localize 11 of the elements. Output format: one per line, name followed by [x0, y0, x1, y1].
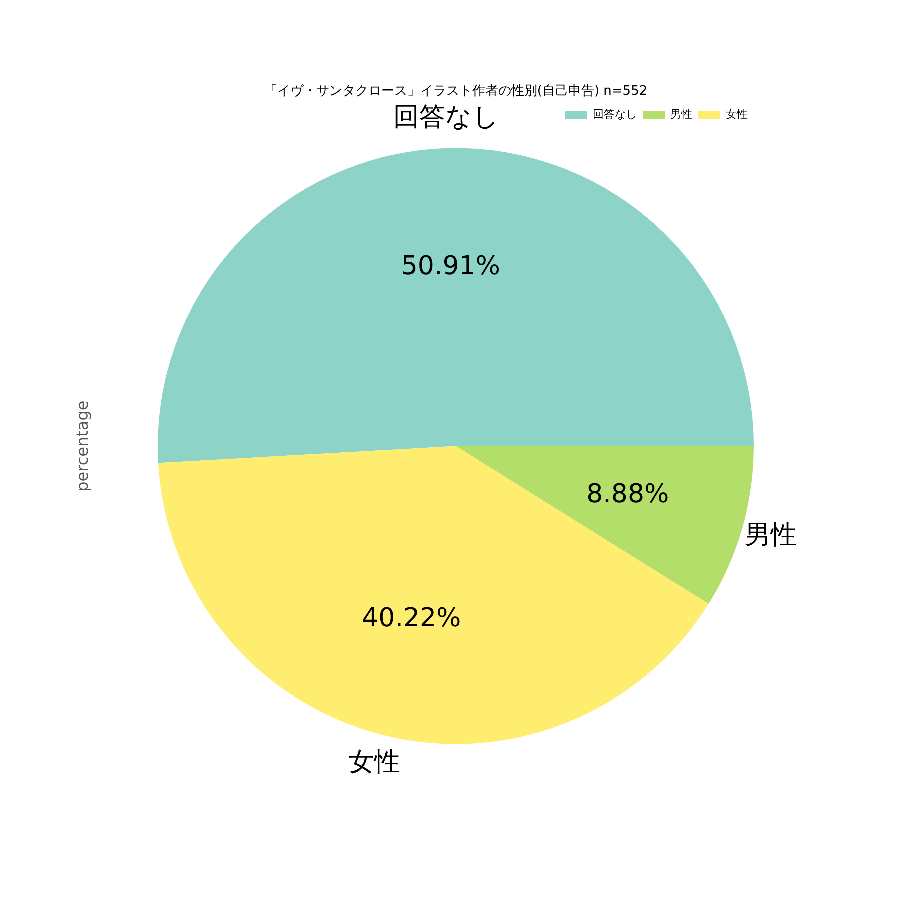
slice-label: 男性 — [745, 520, 798, 550]
legend-label: 男性 — [670, 108, 692, 121]
legend-label: 女性 — [726, 108, 748, 121]
chart-title: 「イヴ・サンタクロース」イラスト作者の性別(自己申告) n=552 — [264, 84, 648, 100]
data-label: 50.91% — [401, 251, 500, 282]
legend-label: 回答なし — [593, 108, 637, 121]
text: percentage — [73, 400, 92, 492]
slice-label: 女性 — [348, 748, 401, 778]
slice-label: 回答なし — [394, 102, 500, 132]
data-label: 8.88% — [586, 479, 670, 510]
data-label: 40.22% — [362, 603, 462, 634]
